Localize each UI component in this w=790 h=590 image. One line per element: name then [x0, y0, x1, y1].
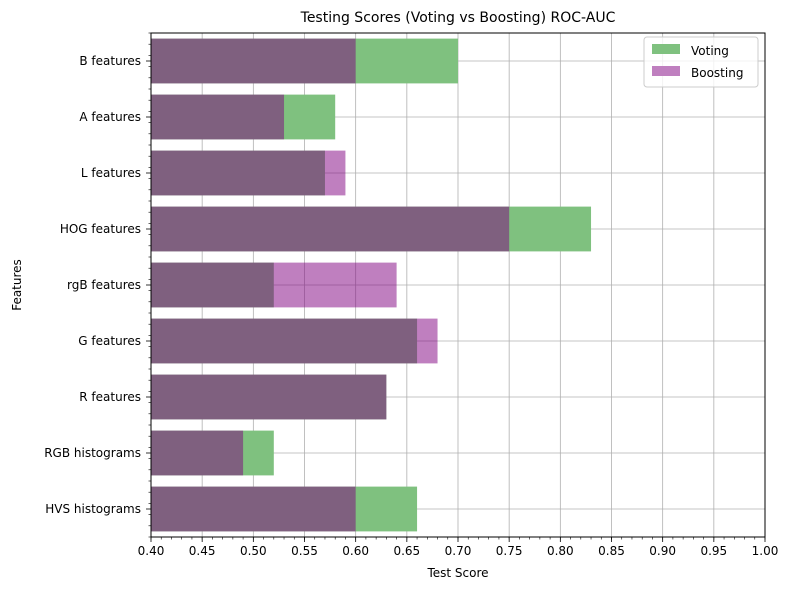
legend-label-voting: Voting	[691, 44, 729, 58]
bar-boosting	[151, 318, 438, 364]
legend-swatch-voting	[652, 44, 680, 54]
bars	[151, 38, 592, 532]
x-tick-label: 0.75	[496, 544, 523, 558]
legend-label-boosting: Boosting	[691, 66, 743, 80]
bar-boosting	[151, 486, 356, 532]
y-tick-label: HVS histograms	[45, 502, 141, 516]
x-tick-label: 0.70	[445, 544, 472, 558]
x-tick-label: 0.50	[240, 544, 267, 558]
x-tick-label: 0.45	[189, 544, 216, 558]
legend-swatch-boosting	[652, 66, 680, 76]
x-tick-label: 1.00	[752, 544, 779, 558]
y-tick-label: HOG features	[60, 222, 141, 236]
y-tick-label: A features	[79, 110, 141, 124]
x-tick-label: 0.60	[342, 544, 369, 558]
y-tick-label: B features	[79, 54, 141, 68]
y-tick-label: R features	[79, 390, 141, 404]
y-tick-label: RGB histograms	[44, 446, 141, 460]
x-axis-ticks: 0.40 0.45 0.50 0.55 0.60 0.65 0.70 0.75 0.80 0.85…	[138, 537, 779, 558]
y-tick-label: L features	[81, 166, 141, 180]
chart-title: Testing Scores (Voting vs Boosting) ROC-…	[300, 10, 616, 26]
x-tick-label: 0.65	[393, 544, 420, 558]
x-tick-label: 0.55	[291, 544, 318, 558]
x-tick-label: 0.85	[598, 544, 625, 558]
x-axis-label: Test Score	[426, 566, 488, 580]
bar-boosting	[151, 206, 510, 252]
x-tick-label: 0.40	[138, 544, 165, 558]
x-tick-label: 0.95	[700, 544, 727, 558]
bar-boosting	[151, 38, 356, 84]
bar-boosting	[151, 374, 387, 420]
y-axis-ticks: B features A features L features HOG featur…	[44, 32, 151, 538]
y-tick-label: rgB features	[67, 278, 141, 292]
bar-boosting	[151, 262, 397, 308]
y-tick-label: G features	[78, 334, 141, 348]
x-tick-label: 0.90	[649, 544, 676, 558]
bar-boosting	[151, 430, 244, 476]
x-tick-label: 0.80	[547, 544, 574, 558]
y-axis-label: Features	[10, 259, 24, 311]
bar-boosting	[151, 150, 346, 196]
bar-boosting	[151, 94, 285, 140]
legend: Voting Boosting	[643, 36, 759, 88]
